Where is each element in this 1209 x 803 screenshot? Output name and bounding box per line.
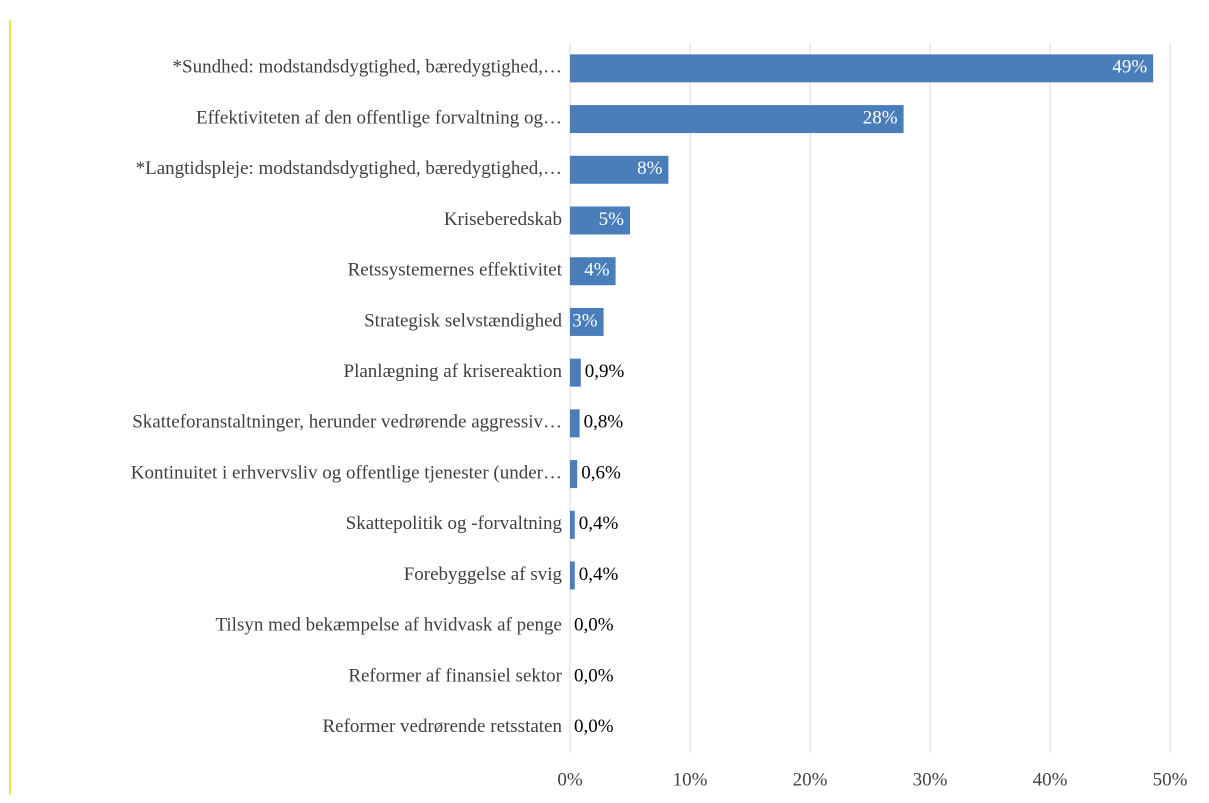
y-tick-label: Reformer af finansiel sektor bbox=[348, 665, 562, 686]
value-label: 0,9% bbox=[585, 361, 625, 382]
value-label: 0,6% bbox=[581, 462, 621, 483]
value-label: 4% bbox=[584, 260, 610, 281]
value-label: 28% bbox=[863, 107, 898, 128]
x-tick-label: 20% bbox=[793, 769, 828, 790]
x-tick-label: 0% bbox=[557, 769, 583, 790]
x-tick-label: 40% bbox=[1033, 769, 1068, 790]
x-tick-label: 30% bbox=[913, 769, 948, 790]
x-tick-label: 50% bbox=[1153, 769, 1188, 790]
y-tick-label: Forebyggelse af svig bbox=[404, 564, 563, 585]
value-label: 0,4% bbox=[579, 513, 619, 534]
bar bbox=[570, 54, 1154, 83]
bar bbox=[570, 257, 616, 286]
bar bbox=[570, 307, 604, 336]
y-tick-label: *Sundhed: modstandsdygtighed, bæredygtig… bbox=[173, 57, 562, 78]
x-tick-label: 10% bbox=[673, 769, 708, 790]
value-label: 5% bbox=[599, 209, 625, 230]
bar bbox=[570, 105, 904, 134]
y-tick-label: Strategisk selvstændighed bbox=[364, 310, 562, 331]
value-label: 49% bbox=[1112, 57, 1147, 78]
y-tick-label: Retssystemernes effektivitet bbox=[348, 260, 563, 281]
y-tick-label: Tilsyn med bekæmpelse af hvidvask af pen… bbox=[215, 615, 562, 636]
value-label: 0,0% bbox=[574, 665, 614, 686]
y-tick-label: Effektiviteten af den offentlige forvalt… bbox=[196, 107, 562, 128]
value-label: 0,0% bbox=[574, 716, 614, 737]
bar bbox=[570, 561, 575, 590]
bar bbox=[570, 510, 575, 539]
bar bbox=[570, 155, 669, 184]
value-label: 0,0% bbox=[574, 615, 614, 636]
y-tick-label: *Langtidspleje: modstandsdygtighed, bære… bbox=[136, 158, 562, 179]
bar bbox=[570, 460, 578, 489]
bar bbox=[570, 358, 581, 387]
y-tick-label: Kontinuitet i erhvervsliv og offentlige … bbox=[131, 462, 562, 483]
value-label: 0,8% bbox=[584, 412, 624, 433]
y-tick-label: Skatteforanstaltninger, herunder vedrøre… bbox=[132, 412, 562, 433]
value-label: 8% bbox=[637, 158, 663, 179]
value-label: 0,4% bbox=[579, 564, 619, 585]
bar bbox=[570, 206, 630, 235]
y-tick-label: Kriseberedskab bbox=[444, 209, 562, 230]
y-tick-label: Reformer vedrørende retsstaten bbox=[322, 716, 562, 737]
value-label: 3% bbox=[572, 310, 598, 331]
y-tick-label: Skattepolitik og -forvaltning bbox=[346, 513, 563, 534]
y-tick-label: Planlægning af krisereaktion bbox=[344, 361, 563, 382]
bar bbox=[570, 409, 580, 438]
